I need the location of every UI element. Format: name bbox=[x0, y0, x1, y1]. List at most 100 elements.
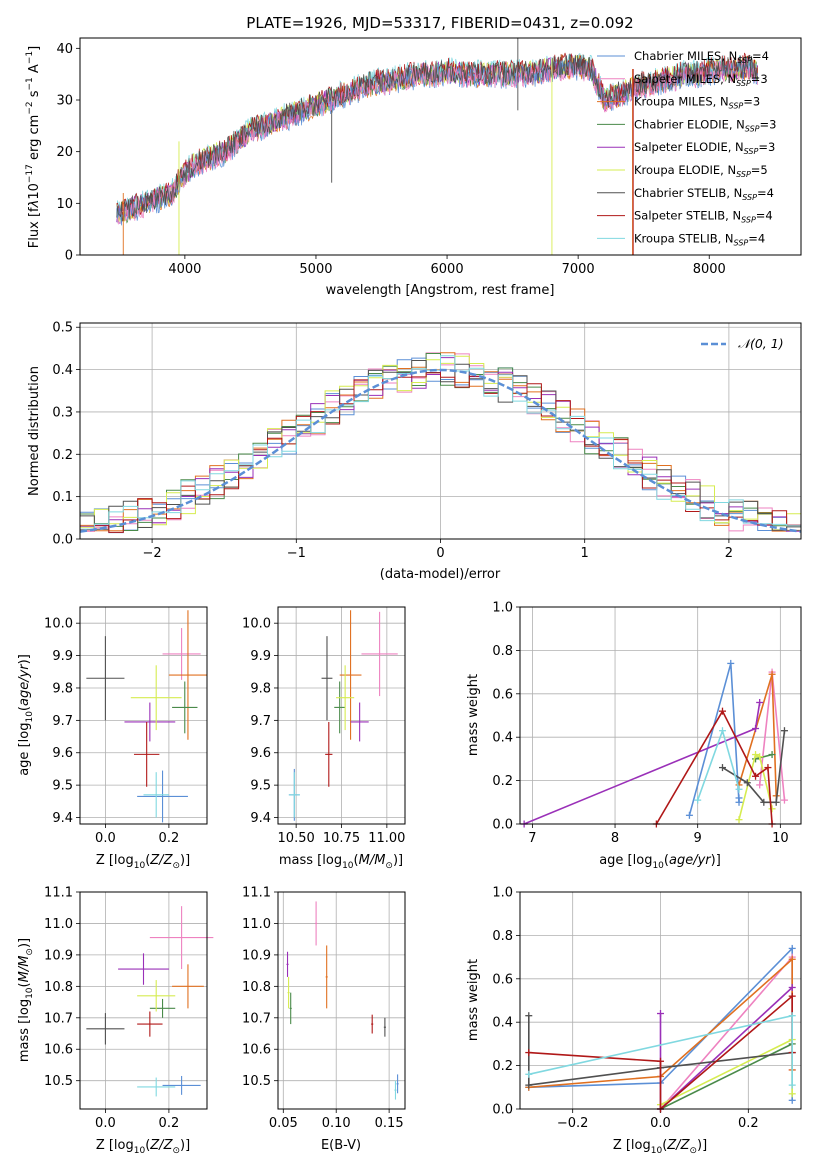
x-tick-label: −1 bbox=[287, 546, 306, 561]
y-tick-label: 9.4 bbox=[52, 811, 73, 826]
x-tick-label: −0.2 bbox=[557, 1116, 589, 1131]
histogram-y-axis-label: Normed distribution bbox=[27, 366, 42, 496]
y-tick-label: 9.4 bbox=[250, 811, 271, 826]
y-tick-label: 0.0 bbox=[492, 1103, 513, 1118]
y-tick-label: 10.9 bbox=[242, 948, 271, 963]
y-tick-label: 11.0 bbox=[44, 917, 73, 932]
y-tick-label: 10.0 bbox=[242, 617, 271, 632]
y-tick-label: 30 bbox=[56, 94, 73, 109]
weight-z-x-axis-label: Z [log10(Z/Z⊙)] bbox=[613, 1138, 707, 1156]
age-z-plot-area: 0.0 0.2 9.4 9.5 9.6 9.7 9.8 9.9 10.0 bbox=[44, 607, 207, 846]
y-tick-label: 0.6 bbox=[492, 972, 513, 987]
spectrum-plot-area: 4000 5000 6000 7000 8000 0 10 20 30 40 bbox=[56, 38, 759, 277]
y-tick-label: 0.2 bbox=[52, 448, 73, 463]
y-tick-label: 0.2 bbox=[492, 1059, 513, 1074]
x-tick-label: 0.2 bbox=[738, 1116, 759, 1131]
y-tick-label: 9.8 bbox=[250, 681, 271, 696]
x-tick-label: 7 bbox=[528, 831, 536, 846]
legend-label: Salpeter STELIB, NSSP=4 bbox=[634, 209, 773, 225]
age-mass-plot-area: 10.50 10.75 11.00 9.4 9.5 9.6 9.7 9.8 9.9 10.0 bbox=[242, 607, 405, 846]
y-tick-label: 9.6 bbox=[250, 746, 271, 761]
y-tick-label: 11.0 bbox=[242, 917, 271, 932]
x-tick-label: 7000 bbox=[562, 262, 595, 277]
x-tick-label: 10.50 bbox=[278, 831, 315, 846]
age-z-y-axis-label: age [log10(age/yr)] bbox=[17, 654, 35, 776]
histogram-x-axis-label: (data-model)/error bbox=[380, 567, 501, 582]
x-tick-label: 8 bbox=[611, 831, 619, 846]
mass-z-x-axis-label: Z [log10(Z/Z⊙)] bbox=[96, 1138, 190, 1156]
y-tick-label: 10.7 bbox=[44, 1011, 73, 1026]
y-tick-label: 0.8 bbox=[492, 644, 513, 659]
mass-ebv-axes-frame bbox=[277, 891, 406, 1110]
spectrum-legend: Chabrier MILES, NSSP=4 Salpeter MILES, NS… bbox=[597, 49, 776, 247]
spectrum-y-axis-label: Flux [fλ10−17 erg cm−2 s−1 A−1] bbox=[25, 46, 42, 248]
x-tick-label: 4000 bbox=[168, 262, 201, 277]
y-tick-label: 0.0 bbox=[52, 533, 73, 548]
weight-line bbox=[688, 663, 740, 816]
spectrum-salpeter-stelib bbox=[116, 52, 759, 217]
weight-line bbox=[660, 1038, 793, 1106]
normal-distribution-curve bbox=[79, 368, 802, 533]
y-tick-label: 10 bbox=[56, 197, 73, 212]
x-tick-label: 9 bbox=[694, 831, 702, 846]
y-tick-label: 40 bbox=[56, 42, 73, 57]
x-tick-label: 0.0 bbox=[95, 831, 116, 846]
y-tick-label: 20 bbox=[56, 145, 73, 160]
x-tick-label: 0.0 bbox=[650, 1116, 671, 1131]
spectrum-x-axis-label: wavelength [Angstrom, rest frame] bbox=[326, 283, 555, 298]
y-tick-label: 0.3 bbox=[52, 405, 73, 420]
spectrum-kroupa-stelib bbox=[116, 53, 759, 221]
histogram-plot-area: −2 −1 0 1 2 0.0 0.1 0.2 0.3 0.4 0.5 bbox=[52, 321, 802, 561]
y-tick-label: 9.6 bbox=[52, 746, 73, 761]
y-tick-label: 9.5 bbox=[52, 779, 73, 794]
weight-z-plot-area: −0.2 0.0 0.2 0.0 0.2 0.4 0.6 0.8 1.0 bbox=[492, 886, 801, 1131]
weight-z-axes-frame bbox=[519, 891, 802, 1110]
y-tick-label: 9.7 bbox=[52, 714, 73, 729]
weight-line bbox=[659, 954, 793, 1109]
legend-label: Chabrier ELODIE, NSSP=3 bbox=[634, 117, 776, 133]
y-tick-label: 10.6 bbox=[44, 1043, 73, 1058]
legend-label: Salpeter MILES, NSSP=3 bbox=[634, 72, 768, 88]
legend-label: Kroupa STELIB, NSSP=4 bbox=[634, 231, 765, 247]
legend-label: Salpeter ELODIE, NSSP=3 bbox=[634, 140, 775, 156]
y-tick-label: 10.9 bbox=[44, 948, 73, 963]
age-z-axes-frame bbox=[79, 606, 208, 825]
y-tick-label: 10.7 bbox=[242, 1011, 271, 1026]
y-tick-label: 0.0 bbox=[492, 818, 513, 833]
x-tick-label: 5000 bbox=[299, 262, 332, 277]
y-tick-label: 10.5 bbox=[242, 1074, 271, 1089]
mass-z-y-axis-label: mass [log10(M/M⊙)] bbox=[17, 938, 35, 1062]
histogram-axes-frame bbox=[79, 322, 802, 540]
y-tick-label: 0.4 bbox=[52, 363, 73, 378]
legend-label: Kroupa MILES, NSSP=3 bbox=[634, 95, 760, 111]
weight-age-y-axis-label: mass weight bbox=[466, 674, 481, 756]
spectrum-chabrier-miles bbox=[116, 58, 759, 226]
y-tick-label: 10.0 bbox=[44, 617, 73, 632]
mass-z-plot-area: 0.0 0.2 10.5 10.6 10.7 10.8 10.9 11.0 11.1 bbox=[44, 886, 214, 1131]
y-tick-label: 0.5 bbox=[52, 321, 73, 336]
x-tick-label: 6000 bbox=[431, 262, 464, 277]
x-tick-label: 1 bbox=[581, 546, 589, 561]
x-tick-label: 0.10 bbox=[322, 1116, 351, 1131]
weight-z-y-axis-label: mass weight bbox=[466, 959, 481, 1041]
age-vs-metallicity-panel: 0.0 0.2 9.4 9.5 9.6 9.7 9.8 9.9 10.0 Z [log10(Z/… bbox=[17, 606, 208, 871]
x-tick-label: 2 bbox=[725, 546, 733, 561]
y-tick-label: 1.0 bbox=[492, 886, 513, 901]
weight-age-x-axis-label: age [log10(age/yr)] bbox=[599, 853, 721, 871]
y-tick-label: 10.6 bbox=[242, 1043, 271, 1058]
weight-line bbox=[755, 753, 773, 760]
weight-vs-age-panel: 7 8 9 10 0.0 0.2 0.4 0.6 0.8 1.0 age [log10(age/y… bbox=[466, 601, 802, 871]
mass-z-axes-frame bbox=[79, 891, 208, 1110]
weight-vs-metallicity-panel: −0.2 0.0 0.2 0.0 0.2 0.4 0.6 0.8 1.0 Z [log10(Z/… bbox=[466, 886, 802, 1156]
y-tick-label: 9.8 bbox=[52, 681, 73, 696]
y-tick-label: 9.5 bbox=[250, 779, 271, 794]
y-tick-label: 0.8 bbox=[492, 929, 513, 944]
x-tick-label: −2 bbox=[143, 546, 162, 561]
y-tick-label: 10.8 bbox=[44, 980, 73, 995]
mass-ebv-x-axis-label: E(B-V) bbox=[321, 1138, 361, 1153]
y-tick-label: 0.6 bbox=[492, 687, 513, 702]
weight-line bbox=[696, 728, 740, 801]
mass-ebv-plot-area: 0.05 0.10 0.15 10.5 10.6 10.7 10.8 10.9 11.0 11.1 bbox=[242, 886, 405, 1131]
x-tick-label: 0.0 bbox=[95, 1116, 116, 1131]
